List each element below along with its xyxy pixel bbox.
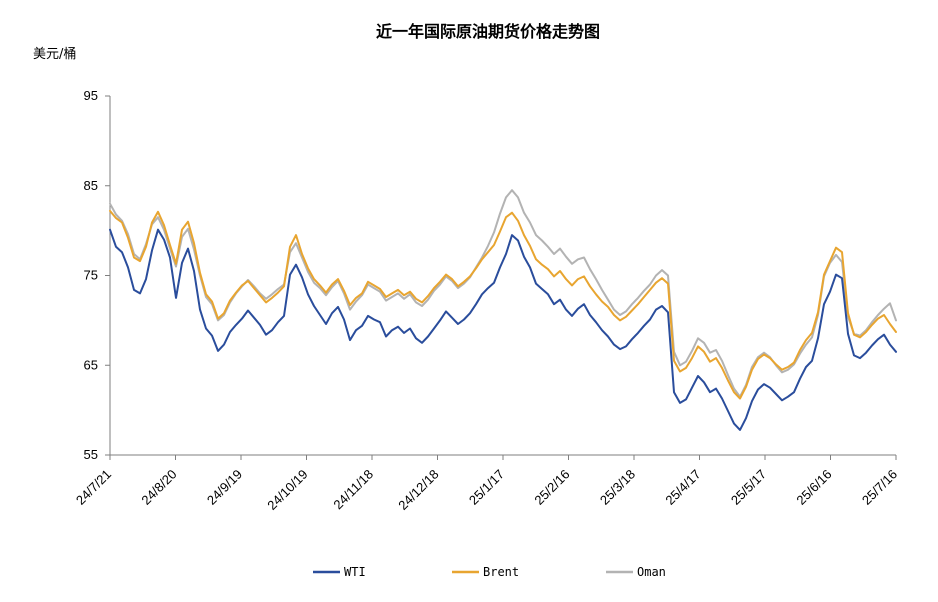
- series-line-wti: [109, 228, 897, 431]
- y-tick-label: 65: [84, 357, 98, 372]
- x-tick-label: 25/5/17: [728, 467, 769, 508]
- x-tick-label: 25/3/18: [597, 467, 638, 508]
- axes: 55 65 75 85 95 24/7/21 24/8/20 24/9/19 24/10/19 2…: [73, 88, 900, 513]
- legend: WTI Brent Oman: [313, 565, 666, 579]
- x-tick-label: 25/1/17: [466, 467, 507, 508]
- y-tick-label: 55: [84, 447, 98, 462]
- x-tick-label: 25/7/16: [859, 467, 900, 508]
- x-tick-label: 24/7/21: [73, 467, 114, 508]
- chart-title: 近一年国际原油期货价格走势图: [376, 22, 600, 41]
- series-line-brent: [109, 209, 897, 400]
- x-tick-label: 24/10/19: [264, 467, 310, 513]
- legend-label-wti: WTI: [344, 565, 366, 579]
- y-tick-label: 75: [84, 268, 98, 283]
- x-tick-label: 24/9/19: [204, 467, 245, 508]
- x-tick-label: 25/2/16: [531, 467, 572, 508]
- x-tick-label: 24/12/18: [395, 467, 441, 513]
- legend-label-oman: Oman: [637, 565, 666, 579]
- y-tick-label: 85: [84, 178, 98, 193]
- x-tick-label: 25/4/17: [662, 467, 703, 508]
- x-tick-label: 24/8/20: [138, 467, 179, 508]
- legend-label-brent: Brent: [483, 565, 519, 579]
- x-tick-label: 24/11/18: [330, 467, 376, 513]
- y-axis-unit: 美元/桶: [33, 47, 76, 62]
- series-layer: [109, 189, 897, 431]
- x-tick-label: 25/6/16: [793, 467, 834, 508]
- y-tick-label: 95: [84, 88, 98, 103]
